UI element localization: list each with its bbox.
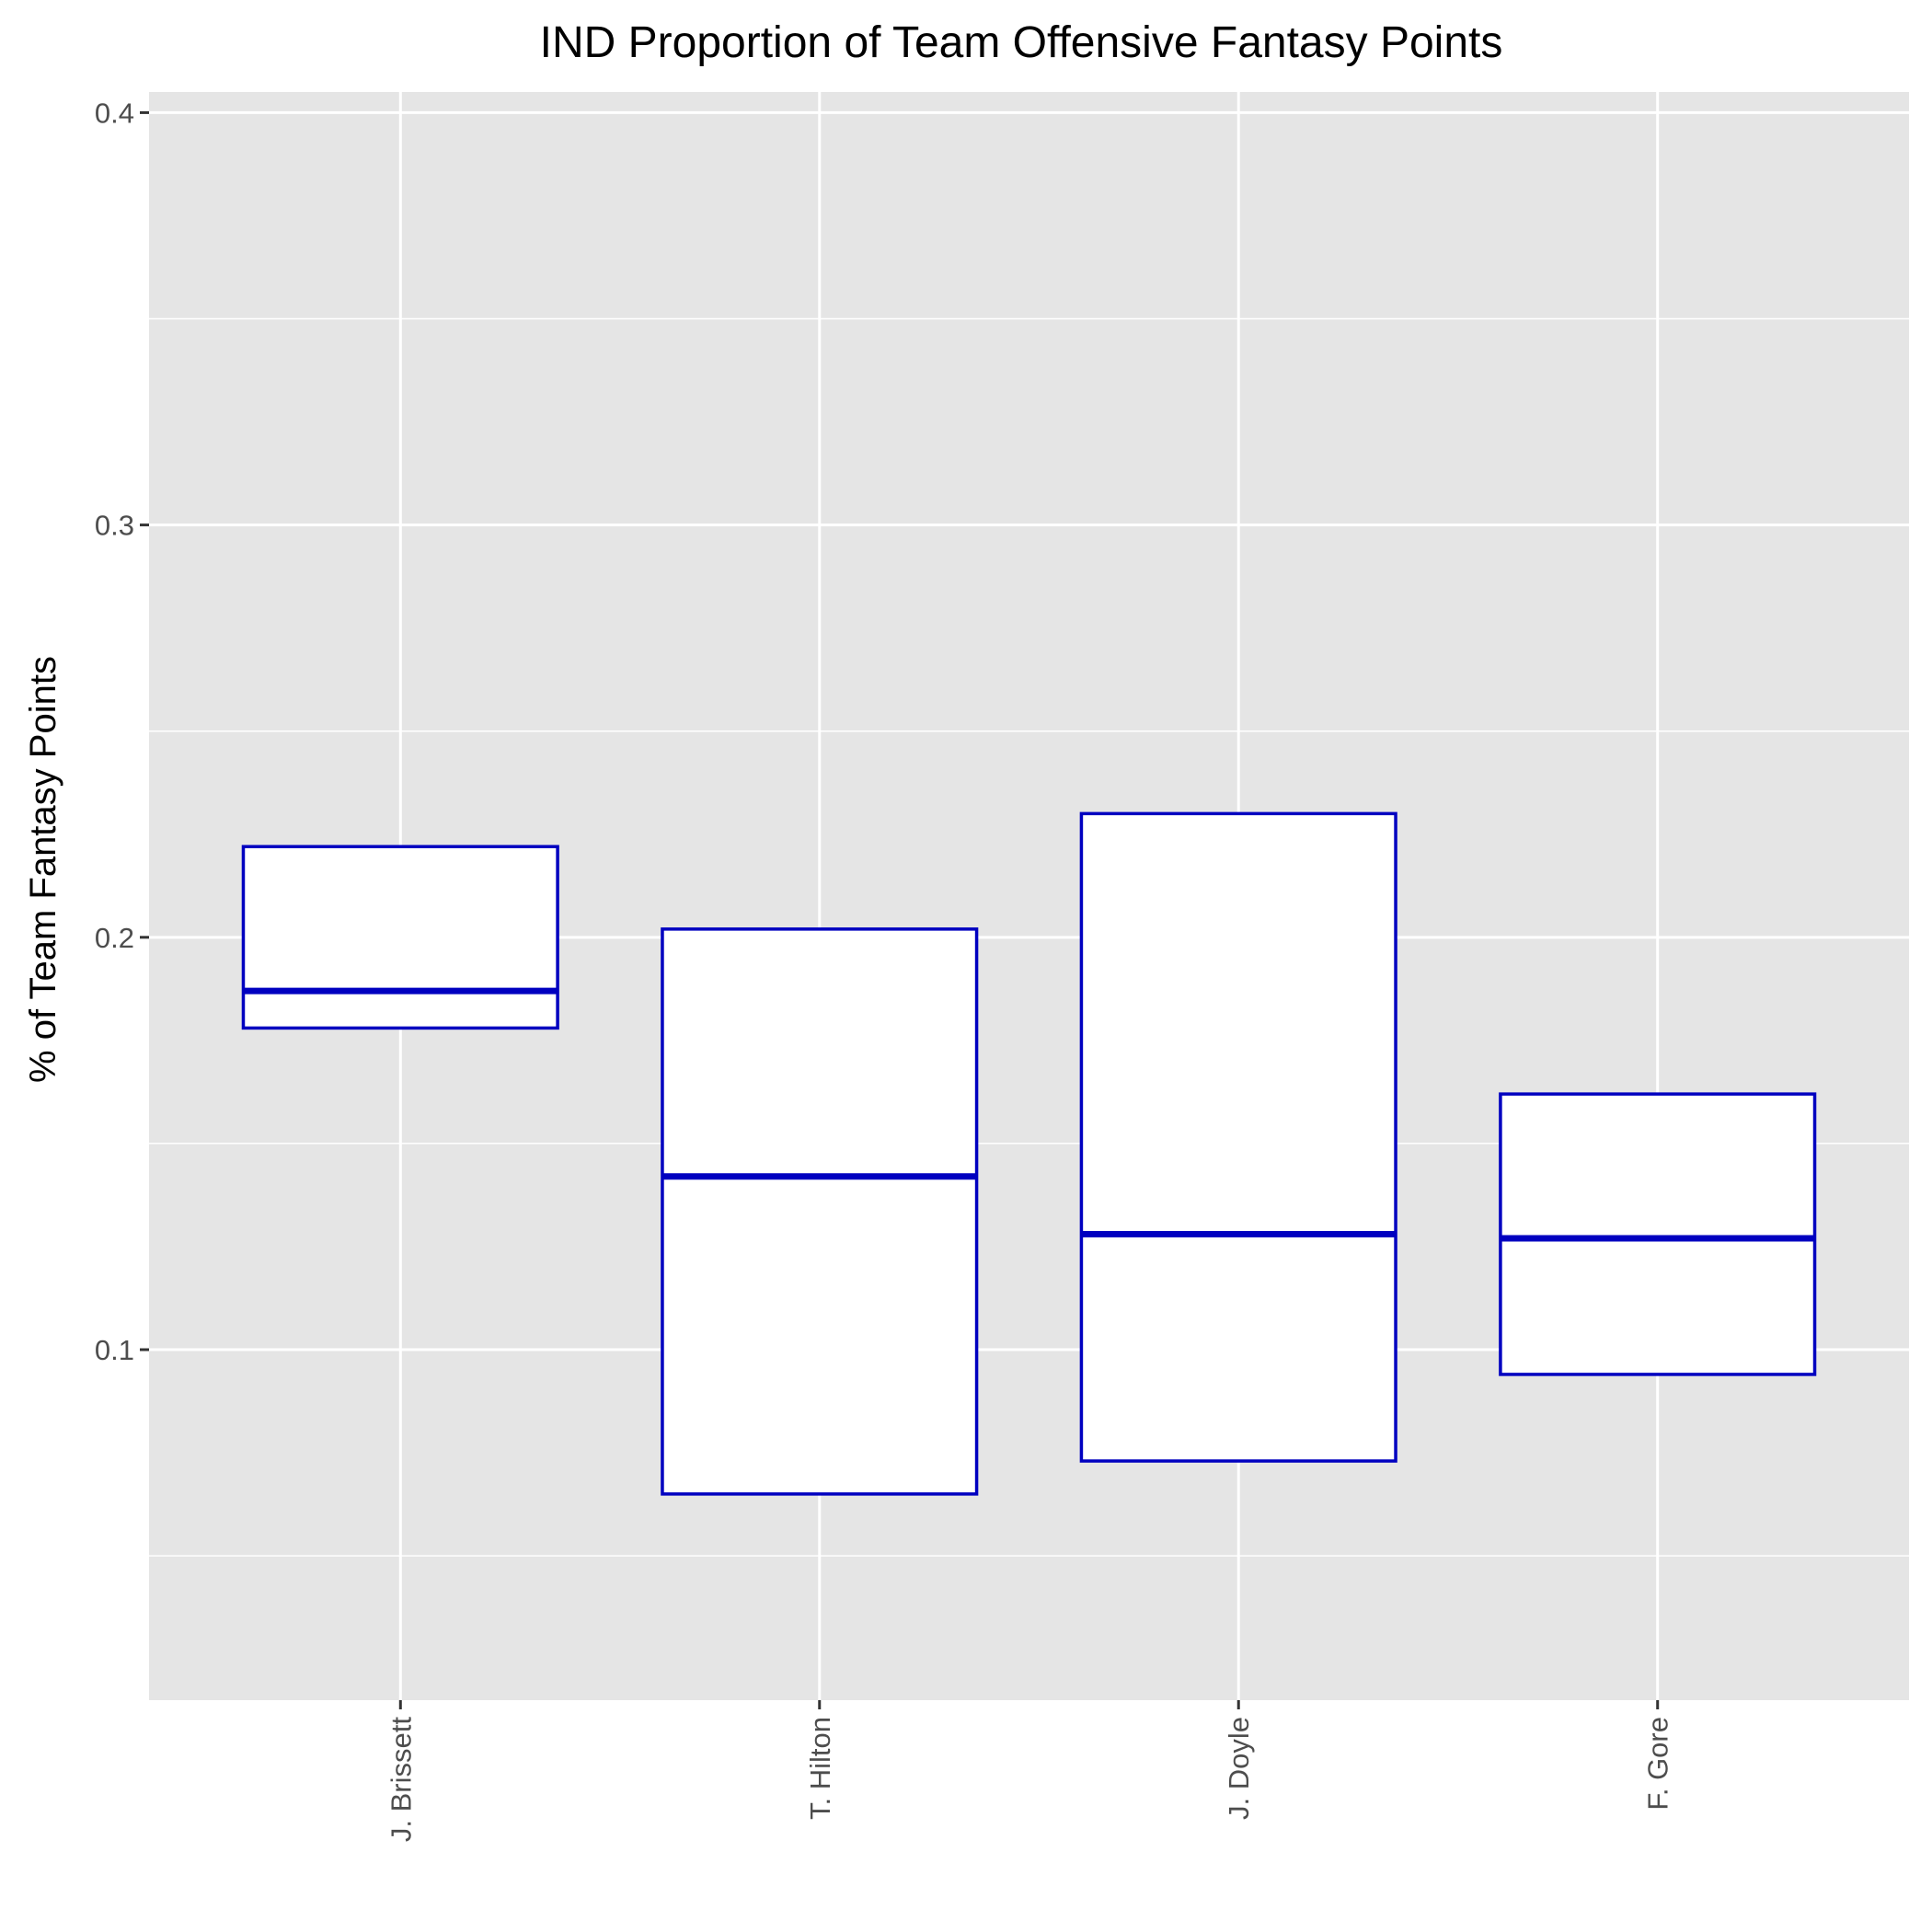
- chart-title: IND Proportion of Team Offensive Fantasy…: [540, 18, 1503, 67]
- y-tick-label: 0.1: [95, 1334, 134, 1366]
- box-3: [1079, 811, 1397, 1463]
- axes: 0.1 0.2 0.3 0.4 J. Brissett T. Hilton J. Doyle…: [95, 97, 1674, 1842]
- box-iqr: [1499, 1092, 1817, 1376]
- x-tick-label: J. Doyle: [1223, 1717, 1255, 1820]
- box-iqr: [1079, 811, 1397, 1463]
- x-tick-label: J. Brissett: [385, 1717, 417, 1842]
- box-iqr: [241, 845, 559, 1030]
- y-tick-label: 0.4: [95, 97, 134, 129]
- y-tick-label: 0.2: [95, 922, 134, 954]
- x-tick-label: T. Hilton: [804, 1717, 836, 1820]
- y-tick-label: 0.3: [95, 510, 134, 542]
- y-axis-title: % of Team Fantasy Points: [23, 656, 63, 1083]
- box-1: [241, 845, 559, 1030]
- box-2: [661, 927, 979, 1496]
- box-iqr: [661, 927, 979, 1496]
- box-4: [1499, 1092, 1817, 1376]
- boxes: [241, 811, 1817, 1496]
- x-tick-label: F. Gore: [1642, 1717, 1674, 1811]
